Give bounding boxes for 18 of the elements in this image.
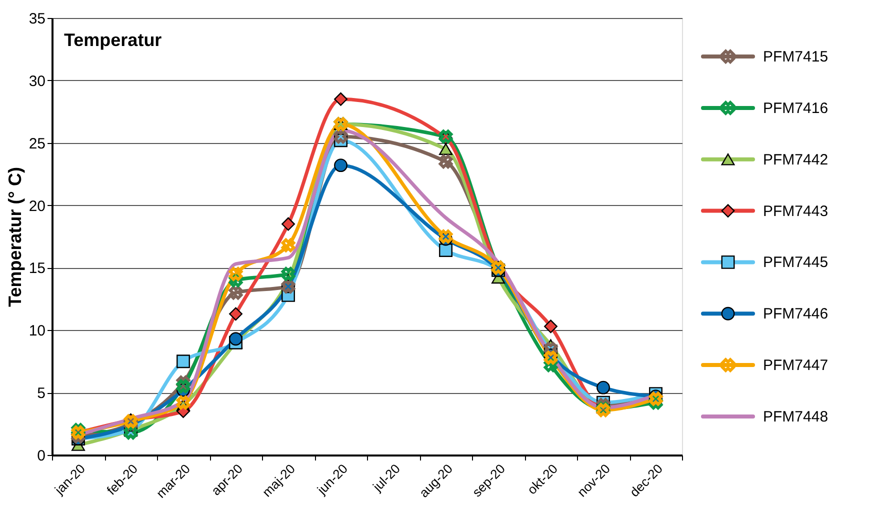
y-tick-label: 35: [28, 10, 46, 28]
y-axis-title: Temperatur (° C): [4, 167, 25, 307]
legend-label: PFM7445: [763, 254, 828, 272]
y-tick-label: 30: [28, 72, 46, 90]
legend-label: PFM7415: [763, 48, 828, 66]
y-tick-label: 0: [37, 448, 46, 464]
legend-label: PFM7443: [763, 202, 828, 220]
y-tick-label: 25: [28, 135, 46, 152]
legend-label: PFM7448: [763, 408, 828, 426]
y-tick-label: 15: [28, 260, 46, 278]
y-tick-label: 20: [28, 198, 46, 215]
y-tick-label: 5: [37, 385, 46, 402]
legend-label: PFM7447: [763, 357, 828, 374]
legend-label: PFM7416: [763, 100, 828, 117]
legend-label: PFM7442: [763, 151, 828, 168]
y-tick-label: 10: [28, 322, 46, 340]
legend-label: PFM7446: [763, 306, 828, 323]
text: Temperatur: [64, 30, 162, 50]
